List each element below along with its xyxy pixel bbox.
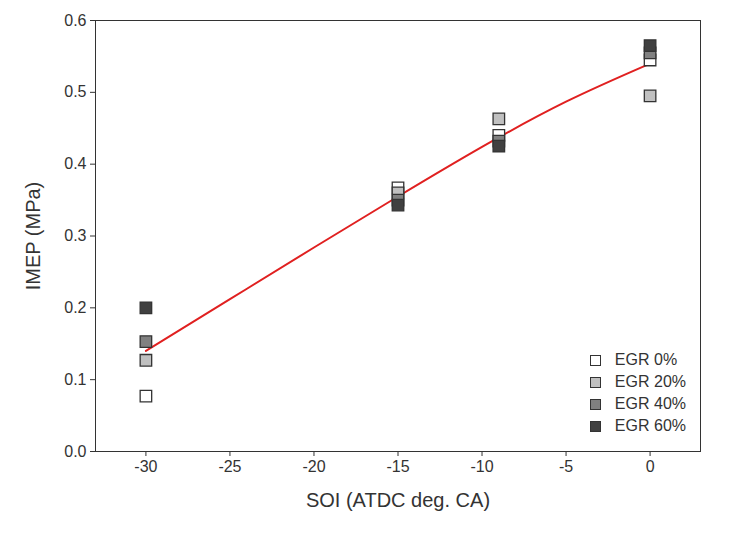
svg-text:0.5: 0.5 xyxy=(64,83,86,100)
html-text:EGR 40%: EGR 40% xyxy=(614,395,686,412)
svg-text:IMEP (MPa): IMEP (MPa) xyxy=(22,182,44,291)
svg-text:0.6: 0.6 xyxy=(64,12,86,29)
svg-text:0.1: 0.1 xyxy=(64,371,86,388)
html-text:EGR 60%: EGR 60% xyxy=(614,417,686,434)
html-text:EGR 20%: EGR 20% xyxy=(614,373,686,390)
svg-text:-20: -20 xyxy=(302,458,325,475)
svg-text:0.0: 0.0 xyxy=(64,443,86,460)
svg-text:-10: -10 xyxy=(470,458,493,475)
svg-text:-15: -15 xyxy=(386,458,409,475)
svg-text:0.2: 0.2 xyxy=(64,299,86,316)
svg-text:0.4: 0.4 xyxy=(64,155,86,172)
svg-text:-30: -30 xyxy=(134,458,157,475)
svg-text:-5: -5 xyxy=(559,458,573,475)
svg-text:0: 0 xyxy=(646,458,655,475)
svg-text:0.3: 0.3 xyxy=(64,227,86,244)
svg-text:SOI (ATDC deg. CA): SOI (ATDC deg. CA) xyxy=(306,489,490,511)
svg-text:-25: -25 xyxy=(218,458,241,475)
html-text:EGR 0%: EGR 0% xyxy=(614,351,678,368)
